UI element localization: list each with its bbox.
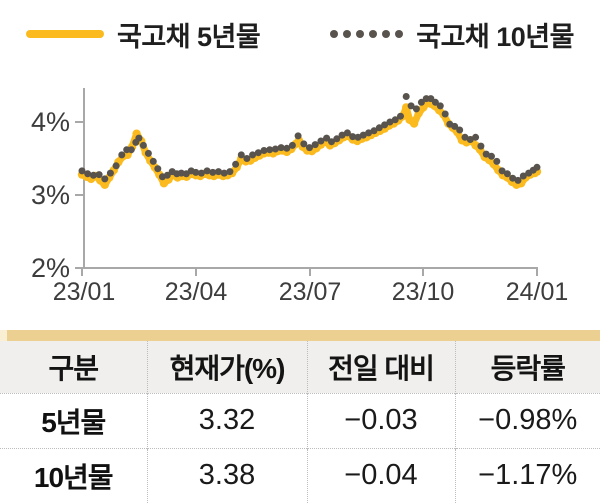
header-change-rate: 등락률 — [455, 341, 600, 393]
cell-5yr-label: 5년물 — [0, 392, 148, 448]
cell-10yr-change: −0.04 — [307, 447, 456, 503]
y-tick-2pct: 2% — [31, 253, 70, 283]
header-category: 구분 — [0, 341, 148, 393]
x-tick-2307: 23/07 — [279, 278, 342, 306]
cell-5yr-rate: −0.98% — [455, 392, 600, 448]
header-current-price: 현재가(%) — [147, 341, 308, 393]
cell-10yr-current: 3.38 — [147, 447, 308, 503]
header-day-change: 전일 대비 — [307, 341, 456, 393]
legend-label-5yr: 국고채 5년물 — [117, 21, 261, 52]
cell-5yr-current: 3.32 — [147, 392, 308, 448]
table-row-10yr: 10년물 3.38 −0.04 −1.17% — [0, 447, 600, 503]
legend-item-10yr: 국고채 10년물 — [330, 15, 574, 54]
y-axis-ticks — [75, 121, 84, 269]
yellow-line-swatch-icon — [26, 30, 105, 38]
x-tick-2310: 23/10 — [392, 278, 455, 306]
x-tick-2401: 24/01 — [506, 278, 569, 306]
yield-dots-10yr — [78, 93, 541, 184]
legend-label-10yr: 국고채 10년물 — [416, 21, 574, 52]
cell-10yr-rate: −1.17% — [455, 447, 600, 503]
x-axis-ticks — [81, 268, 538, 276]
table-header-row: 구분 현재가(%) 전일 대비 등락률 — [0, 341, 600, 393]
table-accent-bar — [0, 330, 600, 341]
cell-10yr-label: 10년물 — [0, 447, 148, 503]
table-row-5yr: 5년물 3.32 −0.03 −0.98% — [0, 392, 600, 448]
cell-5yr-change: −0.03 — [307, 392, 456, 448]
y-tick-4pct: 4% — [31, 107, 70, 137]
x-tick-2304: 23/04 — [165, 278, 228, 306]
yield-line-chart: 4% 3% 2% 23/01 23/04 23/07 23/10 24/01 — [31, 88, 569, 306]
yield-table: 구분 현재가(%) 전일 대비 등락률 5년물 3.32 −0.03 −0.98… — [0, 341, 600, 503]
gray-dots-swatch-icon — [330, 30, 404, 38]
legend-item-5yr: 국고채 5년물 — [26, 15, 261, 54]
x-tick-2301: 23/01 — [53, 278, 116, 306]
yield-table-section: 구분 현재가(%) 전일 대비 등락률 5년물 3.32 −0.03 −0.98… — [0, 330, 600, 504]
y-tick-3pct: 3% — [31, 180, 70, 210]
series-layer — [77, 93, 542, 189]
chart-legend: 국고채 5년물 국고채 10년물 — [0, 12, 600, 56]
